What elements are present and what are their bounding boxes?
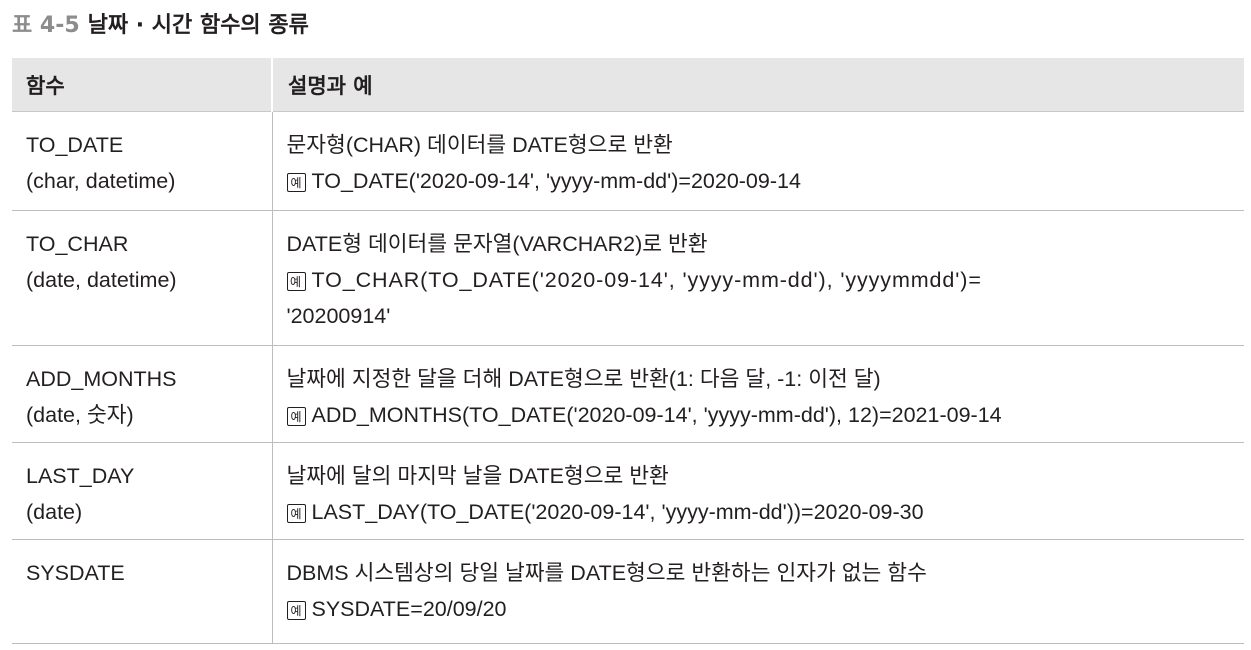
table-row: TO_CHAR (date, datetime) DATE형 데이터를 문자열(… xyxy=(12,210,1245,346)
table-row: LAST_DAY (date) 날짜에 달의 마지막 날을 DATE형으로 반환… xyxy=(12,442,1245,540)
description-cell: DATE형 데이터를 문자열(VARCHAR2)로 반환 예 TO_CHAR(TO… xyxy=(272,210,1245,346)
description-cell: 날짜에 지정한 달을 더해 DATE형으로 반환(1: 다음 달, -1: 이전… xyxy=(272,345,1245,443)
example-continuation: '20200914' xyxy=(286,304,391,328)
function-args: (date, 숫자) xyxy=(26,403,134,427)
table-row: ADD_MONTHS (date, 숫자) 날짜에 지정한 달을 더해 DATE… xyxy=(12,345,1245,443)
description-cell: 문자형(CHAR) 데이터를 DATE형으로 반환 예 TO_DATE('2020… xyxy=(272,111,1245,211)
table-title: 날짜 · 시간 함수의 종류 xyxy=(87,13,309,38)
header-description: 설명과 예 xyxy=(271,58,1244,112)
function-name: SYSDATE xyxy=(26,561,125,585)
description-text: 문자형(CHAR) 데이터를 DATE형으로 반환 xyxy=(286,133,673,157)
description-text: DBMS 시스템상의 당일 날짜를 DATE형으로 반환하는 인자가 없는 함수 xyxy=(286,561,927,585)
function-cell: SYSDATE xyxy=(12,539,273,644)
example-text: TO_CHAR(TO_DATE('2020-09-14', 'yyyy-mm-d… xyxy=(311,268,982,292)
function-name: TO_DATE xyxy=(26,133,124,157)
example-icon: 예 xyxy=(286,272,306,291)
description-text: 날짜에 지정한 달을 더해 DATE형으로 반환(1: 다음 달, -1: 이전… xyxy=(286,367,881,391)
function-name: TO_CHAR xyxy=(26,232,129,256)
function-args: (char, datetime) xyxy=(26,169,176,193)
example-icon: 예 xyxy=(286,407,306,426)
function-name: LAST_DAY xyxy=(26,464,135,488)
table-caption: 표 4-5 날짜 · 시간 함수의 종류 xyxy=(12,8,309,44)
description-cell: DBMS 시스템상의 당일 날짜를 DATE형으로 반환하는 인자가 없는 함수… xyxy=(272,539,1245,644)
description-text: 날짜에 달의 마지막 날을 DATE형으로 반환 xyxy=(286,464,669,488)
function-args: (date) xyxy=(26,500,83,524)
example-line: 예 LAST_DAY(TO_DATE('2020-09-14', 'yyyy-mm… xyxy=(286,494,1245,530)
function-cell: TO_DATE (char, datetime) xyxy=(12,111,273,211)
header-function: 함수 xyxy=(12,58,272,112)
table-number: 표 4-5 xyxy=(12,13,80,38)
example-line: 예 SYSDATE=20/09/20 xyxy=(286,591,1245,627)
example-icon: 예 xyxy=(286,504,306,523)
example-text: SYSDATE=20/09/20 xyxy=(311,597,507,621)
example-text: ADD_MONTHS(TO_DATE('2020-09-14', 'yyyy-m… xyxy=(311,403,1002,427)
date-function-table: 함수 설명과 예 TO_DATE (char, datetime) 문자형(CH… xyxy=(12,58,1244,644)
example-text: TO_DATE('2020-09-14', 'yyyy-mm-dd')=2020… xyxy=(311,169,801,193)
example-text: LAST_DAY(TO_DATE('2020-09-14', 'yyyy-mm-… xyxy=(311,500,924,524)
example-icon: 예 xyxy=(286,601,306,620)
description-cell: 날짜에 달의 마지막 날을 DATE형으로 반환 예 LAST_DAY(TO_DA… xyxy=(272,442,1245,540)
function-cell: LAST_DAY (date) xyxy=(12,442,273,540)
example-line: 예 TO_CHAR(TO_DATE('2020-09-14', 'yyyy-mm-… xyxy=(286,262,1245,298)
function-args: (date, datetime) xyxy=(26,268,177,292)
function-name: ADD_MONTHS xyxy=(26,367,177,391)
example-line: 예 ADD_MONTHS(TO_DATE('2020-09-14', 'yyyy-… xyxy=(286,397,1245,433)
table-header-row: 함수 설명과 예 xyxy=(12,58,1244,112)
description-text: DATE형 데이터를 문자열(VARCHAR2)로 반환 xyxy=(286,232,708,256)
example-line: 예 TO_DATE('2020-09-14', 'yyyy-mm-dd')=202… xyxy=(286,163,1245,199)
function-cell: ADD_MONTHS (date, 숫자) xyxy=(12,345,273,443)
table-row: TO_DATE (char, datetime) 문자형(CHAR) 데이터를 … xyxy=(12,111,1245,211)
table-row: SYSDATE DBMS 시스템상의 당일 날짜를 DATE형으로 반환하는 인… xyxy=(12,539,1245,644)
function-cell: TO_CHAR (date, datetime) xyxy=(12,210,273,346)
example-icon: 예 xyxy=(286,173,306,192)
